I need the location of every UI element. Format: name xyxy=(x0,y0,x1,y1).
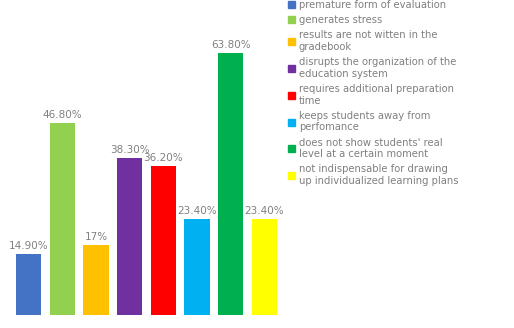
Text: 36.20%: 36.20% xyxy=(143,153,183,163)
Bar xyxy=(83,245,108,315)
Text: 38.30%: 38.30% xyxy=(110,145,150,154)
Bar xyxy=(50,123,75,315)
Text: 14.90%: 14.90% xyxy=(9,240,49,251)
Bar xyxy=(16,254,42,315)
Legend: premature form of evaluation, generates stress, results are not witten in the
gr: premature form of evaluation, generates … xyxy=(288,0,458,186)
Bar xyxy=(218,53,243,315)
Text: 63.80%: 63.80% xyxy=(211,40,250,50)
Bar xyxy=(185,219,210,315)
Text: 46.80%: 46.80% xyxy=(43,110,82,120)
Text: 23.40%: 23.40% xyxy=(244,206,284,216)
Bar xyxy=(151,167,176,315)
Text: 23.40%: 23.40% xyxy=(177,206,217,216)
Bar xyxy=(117,158,142,315)
Bar xyxy=(251,219,277,315)
Text: 17%: 17% xyxy=(84,232,107,242)
